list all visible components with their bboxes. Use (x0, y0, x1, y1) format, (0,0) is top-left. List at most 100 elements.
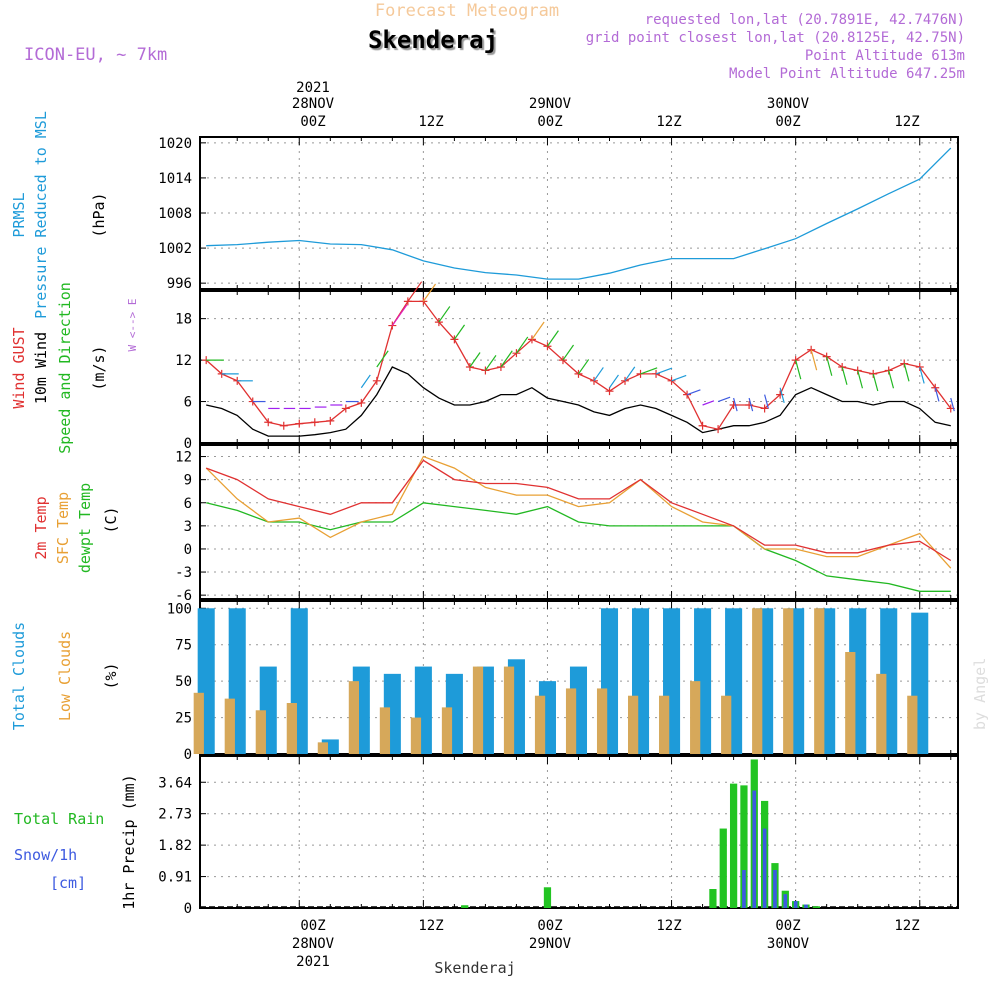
temp-ytick-label: 0 (184, 542, 192, 558)
wind-direction-arrow (764, 394, 769, 409)
wind-gust-marker (403, 297, 412, 306)
wind-direction-arrow (624, 366, 636, 382)
clouds-low-bar (659, 695, 670, 754)
precip-label-rain: Total Rain (14, 810, 104, 828)
clouds-low-bar (224, 698, 235, 754)
temp-frame (199, 444, 959, 600)
wind-gust-marker (729, 401, 738, 409)
wind-compass-icon: W <--> E (126, 299, 139, 352)
wind-gust-marker (310, 418, 319, 427)
wind-gust-marker (760, 404, 769, 413)
clouds-ytick-label: 25 (175, 711, 192, 727)
wind-direction-arrow (748, 397, 754, 412)
pressure-frame (199, 136, 959, 290)
precip-label-snow: Snow/1h (14, 846, 77, 864)
wind-ytick-label: 6 (184, 395, 192, 411)
pressure-label-unit: (hPa) (90, 192, 108, 237)
wind-gust-marker (341, 404, 350, 413)
wind-direction-arrow (919, 366, 925, 384)
wind-direction-arrow (733, 397, 738, 412)
precip-rain-bar (709, 889, 717, 908)
precip-ytick-label: 0.91 (158, 870, 192, 886)
wind-direction-arrow (903, 363, 910, 382)
wind-gust-marker (915, 363, 924, 371)
clouds-low-bar (193, 692, 204, 754)
clouds-low-bar (845, 652, 856, 754)
clouds-ytick-label: 75 (175, 638, 192, 654)
wind-direction-arrow (934, 387, 940, 402)
header-subtitle: Forecast Meteogram (375, 1, 559, 21)
bottom-hour-00z-3: 00Z (775, 918, 800, 934)
clouds-panel: Total Clouds Low Clouds (%) 0 25 50 75 100 (10, 600, 959, 763)
wind-direction-arrow (531, 321, 545, 340)
top-hour-12z-1: 12Z (418, 114, 443, 130)
clouds-low-bar (472, 666, 484, 754)
pressure-line (206, 147, 952, 280)
wind-direction-arrow (872, 373, 879, 392)
wind-gust-marker (745, 401, 754, 409)
top-time-axis: 2021 28NOV 29NOV 30NOV 00Z 12Z 00Z 12Z 0… (292, 80, 920, 130)
wind-gust-line (205, 300, 952, 430)
wind-ytick-label: 12 (175, 353, 192, 369)
pressure-panel: PRMSL Pressure Reduced to MSL (hPa) 996 1… (10, 111, 959, 319)
precip-snow-bar (793, 901, 798, 908)
wind-direction-arrow (779, 387, 785, 403)
precip-label-snow-unit: [cm] (50, 874, 86, 892)
wind-direction-arrow (950, 397, 955, 412)
pressure-label-prmsl: PRMSL (10, 192, 28, 237)
top-hour-00z-2: 00Z (537, 114, 562, 130)
pressure-ytick-label: 1002 (158, 241, 192, 257)
precip-ytick-label: 3.64 (158, 775, 192, 791)
wind-direction-arrow (438, 306, 451, 323)
pressure-ytick-label: 1020 (158, 136, 192, 152)
wind-direction-arrow (717, 396, 731, 403)
footer-location: Skenderaj (434, 959, 515, 977)
wind-direction-arrow (857, 370, 864, 389)
wind-direction-arrow (407, 281, 423, 302)
wind-panel: Wind GUST 10m Wind Speed and Direction (… (10, 281, 959, 454)
clouds-low-bar (783, 608, 794, 754)
clouds-low-bar (690, 681, 701, 754)
clouds-ytick-label: 100 (167, 601, 192, 617)
clouds-low-bar (721, 695, 732, 754)
clouds-label-unit: (%) (102, 662, 120, 689)
wind-gust-marker (714, 425, 723, 434)
bottom-hour-00z-1: 00Z (300, 918, 325, 934)
wind-gust-marker (558, 356, 567, 365)
header-model-alt: Model Point Altitude 647.25m (729, 66, 965, 82)
bottom-date-28nov: 28NOV (292, 936, 335, 952)
wind-gust-marker (605, 387, 614, 396)
header-model: ICON-EU, ~ 7km (24, 45, 167, 65)
pressure-ytick-label: 996 (167, 276, 192, 292)
clouds-low-bar (627, 695, 639, 754)
wind-gust-marker (822, 352, 831, 361)
wind-label-dir: Speed and Direction (56, 282, 74, 454)
top-date-30nov: 30NOV (767, 96, 810, 112)
wind-gust-marker (698, 421, 707, 430)
wind-label-10m: 10m Wind (32, 332, 50, 404)
wind-ytick-label: 0 (184, 436, 192, 452)
wind-label-unit: (m/s) (90, 345, 108, 390)
wind-gust-marker (931, 383, 940, 392)
precip-snow-bar (773, 870, 777, 908)
precip-frame (199, 755, 959, 909)
wind-direction-arrow (702, 400, 715, 406)
wind-direction-arrow (546, 330, 559, 347)
temp-ytick-label: 12 (175, 450, 192, 466)
wind-gust-marker (481, 366, 490, 375)
wind-gust-marker (295, 419, 304, 428)
temp-2m-line (205, 459, 952, 562)
clouds-label-total: Total Clouds (10, 622, 28, 730)
temp-label-2m: 2m Temp (32, 496, 50, 559)
wind-gust-marker (326, 416, 335, 425)
wind-gust-marker (357, 398, 366, 407)
precip-rain-bar (740, 785, 748, 908)
bottom-date-30nov: 30NOV (767, 936, 810, 952)
clouds-low-bar (441, 707, 453, 754)
wind-gust-marker (807, 345, 816, 354)
clouds-low-bar (752, 608, 763, 754)
top-hour-12z-2: 12Z (656, 114, 681, 130)
bottom-time-axis: 00Z 12Z 00Z 12Z 00Z 12Z 28NOV 29NOV 30NO… (292, 918, 920, 977)
wind-direction-arrow (453, 324, 466, 340)
wind-direction-arrow (671, 374, 687, 382)
